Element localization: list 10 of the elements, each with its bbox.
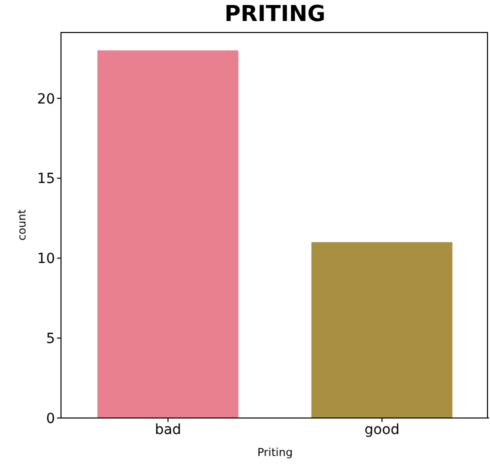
y-tick-label: 10 — [37, 251, 55, 268]
chart-title: PRITING — [224, 2, 326, 27]
x-tick-label: good — [364, 422, 400, 438]
y-axis-title: count — [16, 209, 28, 241]
y-tick-label: 5 — [46, 331, 55, 348]
x-axis-title: Priting — [256, 446, 294, 459]
y-tick-label: 20 — [37, 91, 55, 108]
y-tick-label: 0 — [46, 410, 55, 427]
x-tick-label: bad — [154, 422, 182, 438]
y-tick-label: 15 — [37, 171, 55, 188]
